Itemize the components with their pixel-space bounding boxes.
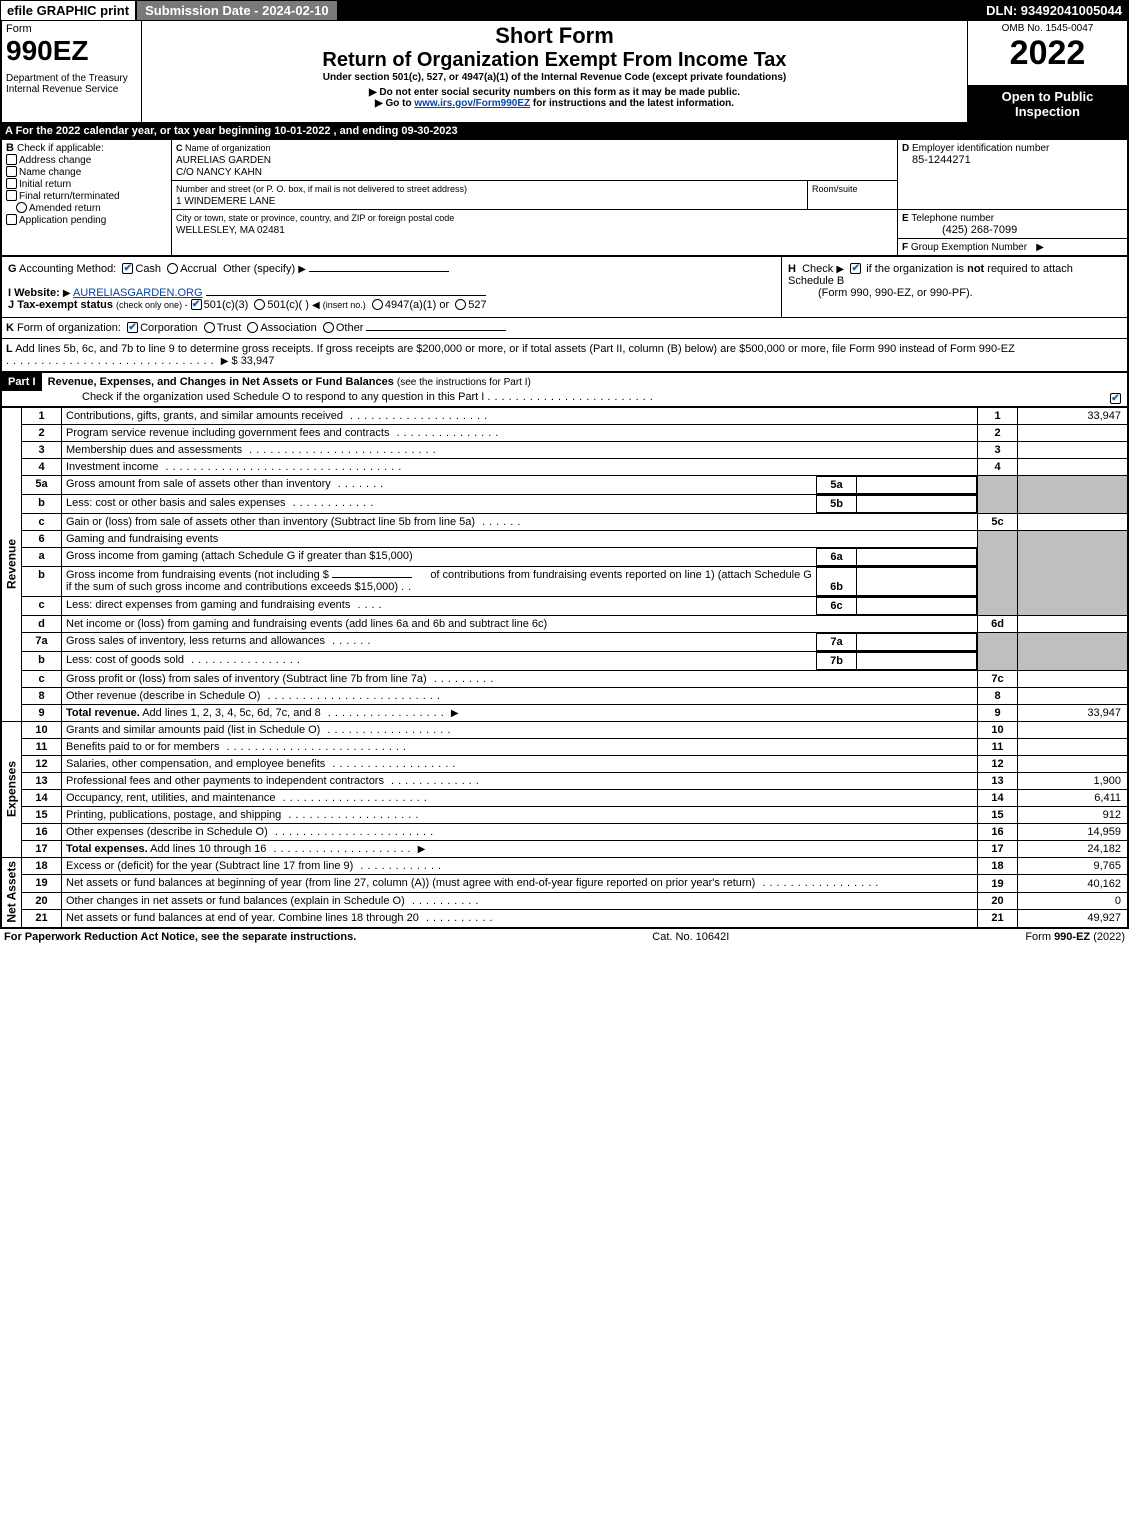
checkbox-h[interactable]: [850, 263, 861, 274]
radio-4947[interactable]: [372, 299, 383, 310]
checkbox-501c3[interactable]: [191, 299, 202, 310]
dln-label: DLN: 93492041005044: [980, 1, 1128, 20]
form-container: efile GRAPHIC print Submission Date - 20…: [0, 0, 1129, 929]
line-19-value: 40,162: [1018, 875, 1128, 893]
ghijkl-block: G Accounting Method: Cash Accrual Other …: [1, 256, 1128, 372]
arrow-icon: [298, 263, 306, 275]
line-1-value: 33,947: [1018, 407, 1128, 424]
c-label: Name of organization: [185, 143, 271, 153]
dept-label: Department of the Treasury: [6, 73, 137, 84]
header-table: Form 990EZ Department of the Treasury In…: [1, 20, 1128, 123]
arrow-icon: [451, 707, 459, 719]
part-i-label: Part I: [2, 373, 42, 391]
l-value: $ 33,947: [232, 355, 275, 367]
section-a-bar: A For the 2022 calendar year, or tax yea…: [1, 123, 1128, 139]
efile-label: efile GRAPHIC print: [1, 1, 135, 20]
j-label: Tax-exempt status: [17, 299, 113, 311]
f-label: Group Exemption Number: [911, 242, 1027, 253]
netassets-side-label: Net Assets: [2, 857, 22, 928]
checkbox-name-change[interactable]: [6, 166, 17, 177]
checkbox-application-pending[interactable]: [6, 214, 17, 225]
line-14-value: 6,411: [1018, 789, 1128, 806]
website-link[interactable]: AURELIASGARDEN.ORG: [73, 287, 203, 299]
form-word: Form: [6, 23, 137, 35]
radio-trust[interactable]: [204, 322, 215, 333]
checkbox-schedule-o[interactable]: [1110, 393, 1121, 404]
lines-table: Revenue 1 Contributions, gifts, grants, …: [1, 407, 1128, 929]
org-name: AURELIAS GARDEN: [176, 155, 271, 166]
radio-other[interactable]: [323, 322, 334, 333]
checkbox-final-return[interactable]: [6, 190, 17, 201]
radio-assoc[interactable]: [247, 322, 258, 333]
omb-label: OMB No. 1545-0047: [972, 23, 1123, 34]
street-value: 1 WINDEMERE LANE: [176, 196, 275, 207]
subtitle: Under section 501(c), 527, or 4947(a)(1)…: [146, 72, 963, 83]
line-13-value: 1,900: [1018, 772, 1128, 789]
footer-catno: Cat. No. 10642I: [652, 931, 729, 943]
radio-501c[interactable]: [254, 299, 265, 310]
arrow-icon: [221, 355, 229, 367]
line-20-value: 0: [1018, 892, 1128, 910]
open-to-public: Open to Public Inspection: [968, 85, 1128, 122]
org-co: C/O NANCY KAHN: [176, 167, 262, 178]
short-form-title: Short Form: [146, 23, 963, 49]
irs-label: Internal Revenue Service: [6, 84, 137, 95]
b-label: Check if applicable:: [17, 143, 104, 154]
radio-527[interactable]: [455, 299, 466, 310]
g-label: Accounting Method:: [19, 263, 116, 275]
ein-value: 85-1244271: [902, 154, 971, 166]
footer: For Paperwork Reduction Act Notice, see …: [0, 929, 1129, 945]
radio-amended-return[interactable]: [16, 202, 27, 213]
part-i-check-line: Check if the organization used Schedule …: [2, 391, 484, 403]
arrow-icon: [369, 87, 377, 98]
other-specify-line: [309, 271, 449, 272]
city-label: City or town, state or province, country…: [176, 213, 454, 223]
checkbox-corp[interactable]: [127, 322, 138, 333]
footer-left: For Paperwork Reduction Act Notice, see …: [4, 931, 356, 943]
room-label: Room/suite: [812, 184, 858, 194]
city-value: WELLESLEY, MA 02481: [176, 225, 285, 236]
checkbox-initial-return[interactable]: [6, 178, 17, 189]
street-label: Number and street (or P. O. box, if mail…: [176, 184, 467, 194]
line-15-value: 912: [1018, 806, 1128, 823]
arrow-left-icon: [312, 299, 320, 311]
expenses-side-label: Expenses: [2, 721, 22, 857]
arrow-icon: [1036, 241, 1044, 253]
part-i-heading: Revenue, Expenses, and Changes in Net As…: [48, 376, 394, 388]
part1-header: Part I Revenue, Expenses, and Changes in…: [1, 372, 1128, 407]
l-text: Add lines 5b, 6c, and 7b to line 9 to de…: [15, 343, 1015, 355]
ssn-warning: Do not enter social security numbers on …: [146, 87, 963, 98]
radio-accrual[interactable]: [167, 263, 178, 274]
k-label: Form of organization:: [17, 322, 121, 334]
arrow-icon: [418, 843, 426, 855]
arrow-icon: [375, 98, 383, 109]
line-16-value: 14,959: [1018, 823, 1128, 840]
revenue-side-label: Revenue: [2, 407, 22, 721]
main-title: Return of Organization Exempt From Incom…: [146, 49, 963, 72]
form-number: 990EZ: [6, 35, 137, 67]
line-17-value: 24,182: [1018, 840, 1128, 857]
arrow-icon: [63, 287, 71, 299]
line-21-value: 49,927: [1018, 910, 1128, 928]
arrow-icon: [836, 263, 844, 275]
d-label: Employer identification number: [912, 143, 1049, 154]
submission-date: Submission Date - 2024-02-10: [137, 1, 337, 20]
line-18-value: 9,765: [1018, 857, 1128, 875]
line-9-value: 33,947: [1018, 704, 1128, 721]
tax-year: 2022: [972, 34, 1123, 73]
checkbox-address-change[interactable]: [6, 154, 17, 165]
irs-link[interactable]: www.irs.gov/Form990EZ: [414, 98, 530, 109]
top-bar: efile GRAPHIC print Submission Date - 20…: [1, 1, 1128, 20]
e-label: Telephone number: [911, 213, 994, 224]
checkbox-cash[interactable]: [122, 263, 133, 274]
phone-value: (425) 268-7099: [902, 224, 1017, 236]
j-note: (check only one) -: [116, 300, 188, 310]
footer-form: 990-EZ: [1054, 931, 1090, 943]
entity-block: B Check if applicable: Address change Na…: [1, 139, 1128, 256]
goto-line: Go to www.irs.gov/Form990EZ for instruct…: [146, 98, 963, 109]
